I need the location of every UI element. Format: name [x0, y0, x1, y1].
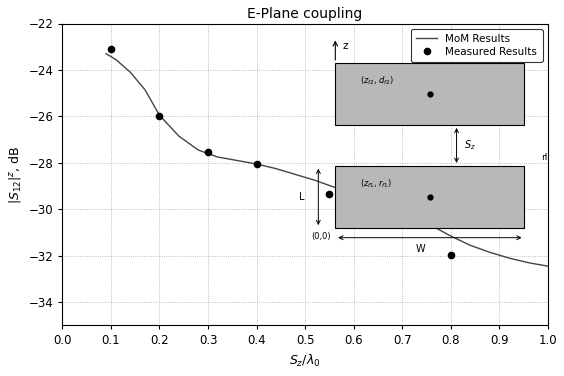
MoM Results: [408, 214, 415, 218]
MoM Results: [466, 243, 473, 247]
Title: E-Plane coupling: E-Plane coupling: [248, 7, 363, 21]
MoM Results: [447, 234, 454, 238]
Measured Results: [253, 162, 260, 166]
Text: $(z_{f2},d_{f2})$: $(z_{f2},d_{f2})$: [360, 74, 394, 86]
MoM Results: [525, 261, 532, 265]
MoM Results: [428, 223, 435, 228]
MoM Results: [311, 178, 318, 182]
Measured Results: [108, 47, 114, 51]
Line: Measured Results: Measured Results: [108, 46, 454, 258]
Text: (0,0): (0,0): [311, 232, 331, 241]
MoM Results: [389, 206, 396, 210]
Text: W: W: [415, 244, 425, 254]
MoM Results: [175, 134, 182, 138]
MoM Results: [233, 158, 240, 163]
Text: z: z: [342, 41, 348, 52]
Legend: MoM Results, Measured Results: MoM Results, Measured Results: [411, 29, 543, 62]
MoM Results: [505, 256, 512, 260]
MoM Results: [369, 199, 376, 203]
MoM Results: [195, 148, 202, 152]
MoM Results: [103, 52, 109, 56]
Y-axis label: $|S_{12}|^z$, dB: $|S_{12}|^z$, dB: [7, 145, 23, 204]
Text: rl: rl: [541, 153, 548, 162]
Bar: [335, 63, 525, 125]
Line: MoM Results: MoM Results: [106, 54, 548, 266]
Measured Results: [326, 192, 333, 196]
MoM Results: [156, 113, 163, 117]
MoM Results: [331, 185, 338, 190]
MoM Results: [292, 172, 299, 177]
MoM Results: [127, 70, 134, 74]
MoM Results: [142, 88, 148, 92]
MoM Results: [272, 166, 279, 171]
Measured Results: [205, 150, 212, 155]
MoM Results: [350, 192, 357, 196]
Bar: [335, 166, 525, 228]
Measured Results: [447, 252, 454, 257]
Text: $S_z$: $S_z$: [464, 138, 475, 152]
MoM Results: [253, 162, 260, 166]
X-axis label: $S_z/\lambda_0$: $S_z/\lambda_0$: [289, 353, 321, 369]
MoM Results: [486, 250, 493, 255]
Measured Results: [156, 114, 163, 119]
Text: $(z_{f1},r_{f1})$: $(z_{f1},r_{f1})$: [360, 177, 391, 190]
MoM Results: [214, 155, 221, 159]
Text: L: L: [299, 192, 305, 202]
MoM Results: [112, 57, 119, 62]
MoM Results: [544, 264, 551, 268]
